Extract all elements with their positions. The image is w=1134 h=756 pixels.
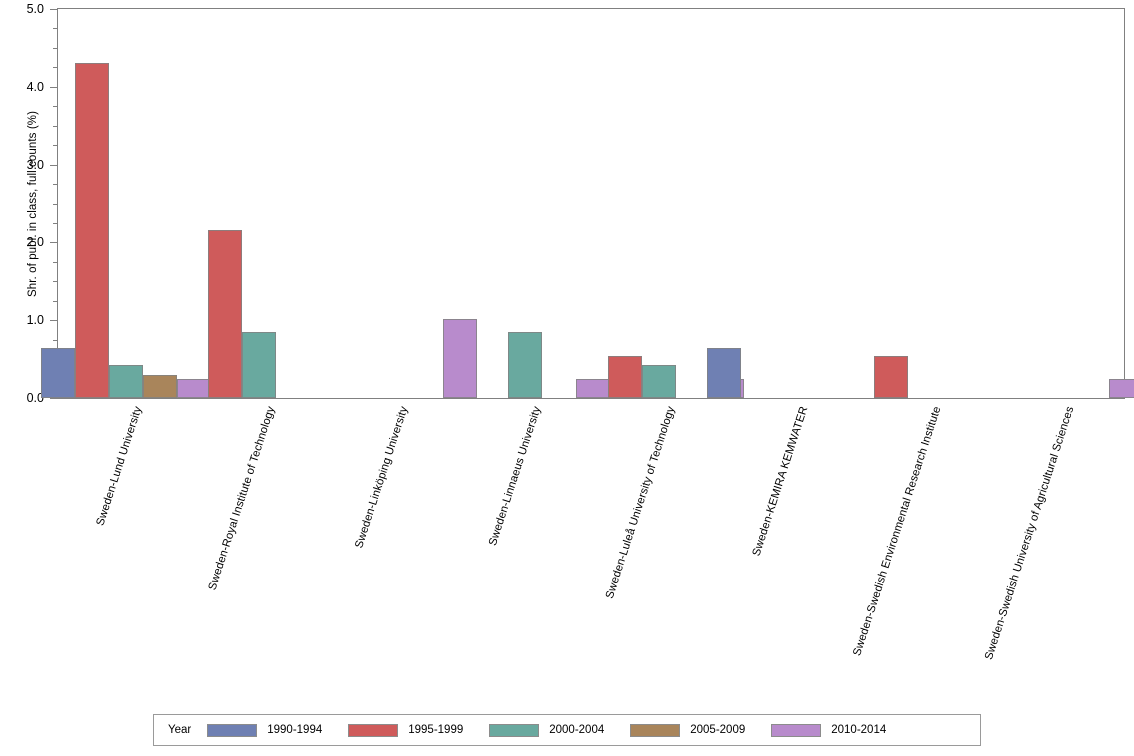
bar (443, 319, 478, 398)
y-axis-tick-label: 2.0 (26, 235, 44, 250)
y-axis-tick-mark (50, 242, 57, 244)
legend-label: 2005-2009 (690, 724, 746, 736)
y-axis-tick-mark (50, 9, 57, 10)
y-axis-tick-label: 0.0 (26, 390, 44, 405)
y-axis-minor-tick (53, 300, 57, 302)
legend-label: 1990-1994 (267, 724, 323, 736)
y-axis-tick-mark (50, 398, 57, 399)
y-axis-tick-mark (50, 164, 57, 166)
bar (706, 348, 741, 398)
bar (207, 229, 242, 398)
y-axis-minor-tick (53, 106, 57, 108)
bar (108, 364, 143, 398)
bar (576, 379, 611, 398)
y-axis-minor-tick (53, 203, 57, 205)
y-axis-tick-label: 1.0 (26, 312, 44, 327)
y-axis-tick-mark (50, 320, 57, 322)
x-axis-tick-label: Sweden-Swedish University of Agricultura… (983, 405, 1077, 662)
y-axis-minor-tick (53, 184, 57, 186)
y-axis-title: Shr. of publ. in class, full counts (%) (27, 110, 39, 298)
legend-item[interactable]: 2000-2004 (489, 723, 605, 737)
bar (74, 62, 109, 398)
bar (1109, 379, 1134, 398)
x-axis-labels: Sweden-Lund University Sweden-Royal Insti… (0, 399, 1134, 709)
y-axis-minor-tick (53, 67, 57, 69)
legend-label: 2010-2014 (831, 724, 887, 736)
y-axis-minor-tick (53, 281, 57, 283)
bar (641, 364, 676, 398)
legend-swatch (348, 723, 399, 737)
bar (607, 356, 642, 398)
x-axis-tick-label: Sweden-Linnaeus University (487, 405, 544, 548)
y-axis-tick-label: 4.0 (26, 79, 44, 94)
legend-swatch (489, 723, 540, 737)
x-axis-tick-label: Sweden-Lund University (94, 405, 145, 528)
bars-layer (40, 9, 1134, 398)
x-axis-tick-label: Sweden-Royal Institute of Technology (206, 405, 278, 592)
bar (241, 331, 276, 398)
y-axis-minor-tick (53, 28, 57, 30)
y-axis-tick-mark (50, 86, 57, 88)
x-axis-tick-label: Sweden-Luleå University of Technology (603, 405, 678, 601)
y-axis-minor-tick (53, 47, 57, 49)
legend-item[interactable]: 1995-1999 (348, 723, 464, 737)
y-axis-minor-tick (53, 339, 57, 341)
x-axis-tick-label: Sweden-Linköping University (353, 405, 411, 550)
y-axis-tick-label: 3.0 (26, 157, 44, 172)
legend-label: 2000-2004 (549, 724, 605, 736)
legend-title: Year (168, 724, 192, 736)
y-axis-minor-tick (53, 222, 57, 224)
y-axis-minor-tick (53, 261, 57, 263)
y-axis-minor-tick (53, 145, 57, 147)
legend-swatch (771, 723, 822, 737)
bar (40, 348, 75, 398)
y-axis-tick-label: 5.0 (26, 1, 44, 16)
legend-item[interactable]: 2010-2014 (771, 723, 887, 737)
bar (508, 331, 543, 398)
legend-item[interactable]: 1990-1994 (207, 723, 323, 737)
legend: Year 1990-1994 1995-1999 2000-2004 2005-200… (153, 714, 981, 746)
legend-swatch (207, 723, 258, 737)
bar (874, 356, 909, 398)
x-axis-tick-label: Sweden-Swedish Environmental Research In… (851, 405, 944, 658)
bar (176, 379, 211, 398)
x-axis-tick-label: Sweden-KEMIRA KEMWATER (750, 405, 811, 558)
legend-swatch (630, 723, 681, 737)
legend-items: 1990-1994 1995-1999 2000-2004 2005-2009 2010… (207, 723, 912, 737)
legend-item[interactable]: 2005-2009 (630, 723, 746, 737)
bar (142, 375, 177, 398)
legend-label: 1995-1999 (408, 724, 464, 736)
y-axis-minor-tick (53, 125, 57, 127)
